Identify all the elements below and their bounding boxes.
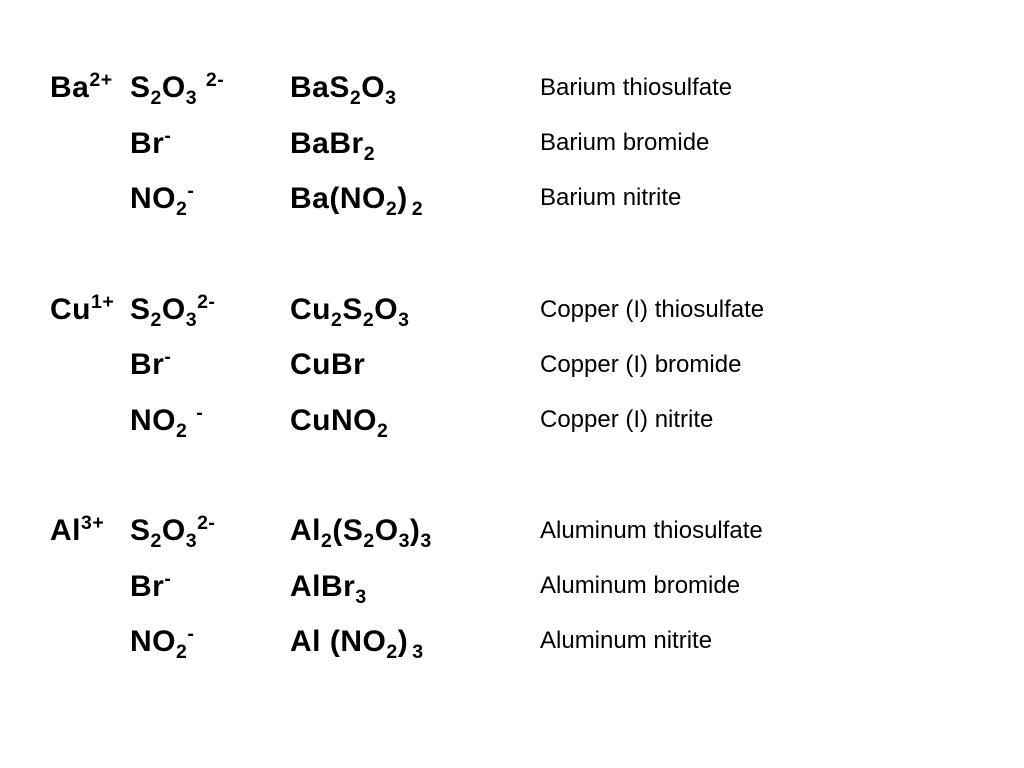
anion-column: S2O3 2- Br- NO2- [130,60,290,227]
cation-symbol: Cu [50,293,91,326]
compound-name: Copper (I) bromide [540,337,974,392]
compound-name: Aluminum nitrite [540,613,974,668]
cation-symbol: Al [50,514,81,547]
name-column: Barium thiosulfate Barium bromide Barium… [540,60,974,226]
cation-cell: Al3+ [50,503,130,559]
compound-formula: CuNO2 [290,393,540,449]
anion-column: S2O32- Br- NO2- [130,503,290,670]
group-barium: Ba2+ S2O3 2- Br- NO2- BaS2O3 BaBr2 Ba(NO… [50,60,974,227]
anion-cell: S2O32- [130,282,290,338]
compound-name: Copper (I) thiosulfate [540,282,974,337]
formula-column: Al2(S2O3)3 AlBr3 Al (NO2)3 [290,503,540,670]
anion-column: S2O32- Br- NO2 - [130,282,290,449]
compound-name: Barium bromide [540,115,974,170]
compound-name: Aluminum bromide [540,558,974,613]
chemistry-table: Ba2+ S2O3 2- Br- NO2- BaS2O3 BaBr2 Ba(NO… [0,0,1024,765]
compound-formula: BaBr2 [290,116,540,172]
compound-name: Barium nitrite [540,170,974,225]
cation-cell: Ba2+ [50,60,130,116]
compound-formula: CuBr [290,337,540,393]
cation-charge: 2+ [89,69,112,91]
group-aluminum: Al3+ S2O32- Br- NO2- Al2(S2O3)3 AlBr3 Al… [50,503,974,670]
name-column: Aluminum thiosulfate Aluminum bromide Al… [540,503,974,669]
anion-cell: Br- [130,116,290,172]
name-column: Copper (I) thiosulfate Copper (I) bromid… [540,282,974,448]
compound-formula: Ba(NO2)2 [290,171,540,227]
formula-column: BaS2O3 BaBr2 Ba(NO2)2 [290,60,540,227]
anion-cell: NO2- [130,614,290,670]
cation-cell: Cu1+ [50,282,130,338]
anion-cell: Br- [130,559,290,615]
compound-name: Barium thiosulfate [540,60,974,115]
compound-formula: Cu2S2O3 [290,282,540,338]
compound-name: Aluminum thiosulfate [540,503,974,558]
anion-cell: Br- [130,337,290,393]
compound-formula: Al (NO2)3 [290,614,540,670]
anion-cell: NO2- [130,171,290,227]
compound-formula: Al2(S2O3)3 [290,503,540,559]
group-copper: Cu1+ S2O32- Br- NO2 - Cu2S2O3 CuBr CuNO2… [50,282,974,449]
compound-formula: BaS2O3 [290,60,540,116]
anion-cell: NO2 - [130,393,290,449]
anion-cell: S2O3 2- [130,60,290,116]
cation-symbol: Ba [50,71,89,104]
cation-charge: 3+ [81,512,104,534]
formula-column: Cu2S2O3 CuBr CuNO2 [290,282,540,449]
compound-formula: AlBr3 [290,559,540,615]
cation-charge: 1+ [91,291,114,313]
anion-cell: S2O32- [130,503,290,559]
compound-name: Copper (I) nitrite [540,392,974,447]
